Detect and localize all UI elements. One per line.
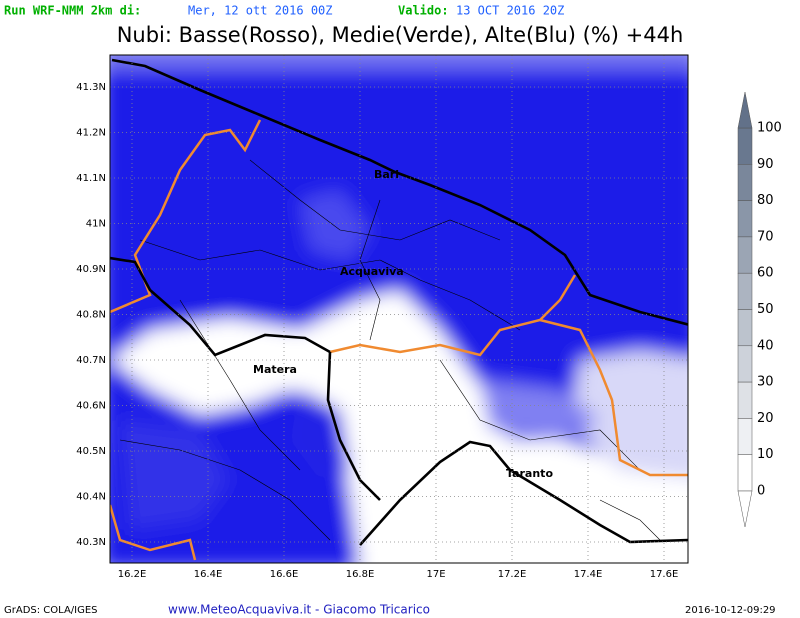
lon-label: 17.4E	[574, 569, 603, 580]
place-label: Taranto	[506, 467, 553, 480]
colorbar-segment	[737, 345, 753, 383]
colorbar-segment	[737, 454, 753, 492]
colorbar-label: 80	[757, 193, 774, 208]
lat-label: 40.6N	[76, 401, 106, 412]
title: Nubi: Basse(Rosso), Medie(Verde), Alte(B…	[117, 23, 684, 47]
colorbar-segment	[737, 236, 753, 274]
lon-label: 16.6E	[270, 569, 299, 580]
place-label: Bari	[374, 168, 399, 181]
lon-label: 16.2E	[118, 569, 147, 580]
lat-label: 40.5N	[76, 446, 106, 457]
colorbar-label: 40	[757, 338, 774, 353]
colorbar-label: 60	[757, 266, 774, 281]
lat-label: 40.7N	[76, 355, 106, 366]
colorbar-label: 30	[757, 375, 774, 390]
lat-label: 41.2N	[76, 128, 106, 139]
colorbar-label: 20	[757, 411, 774, 426]
lon-label: 17E	[426, 569, 445, 580]
lat-label: 41.1N	[76, 173, 106, 184]
map-frame	[109, 54, 689, 564]
lat-label: 40.3N	[76, 537, 106, 548]
place-label: Acquaviva	[340, 265, 404, 278]
colorbar-bottom	[737, 490, 753, 528]
lat-label: 40.4N	[76, 492, 106, 503]
map	[110, 55, 688, 563]
lat-label: 41N	[86, 219, 106, 230]
lon-label: 17.2E	[498, 569, 527, 580]
lat-label: 40.8N	[76, 310, 106, 321]
colorbar-segment	[737, 309, 753, 347]
run-label: Run WRF-NMM 2km di:	[4, 4, 141, 18]
colorbar-segment	[737, 272, 753, 310]
lon-label: 17.6E	[650, 569, 679, 580]
place-label: Matera	[253, 363, 297, 376]
colorbar-top	[737, 91, 753, 129]
colorbar-segment	[737, 200, 753, 238]
colorbar-label: 0	[757, 484, 765, 499]
run-date: Mer, 12 ott 2016 00Z	[188, 4, 333, 18]
colorbar-segment	[737, 418, 753, 455]
colorbar-segment	[737, 164, 753, 201]
colorbar-label: 10	[757, 447, 774, 462]
lat-label: 40.9N	[76, 264, 106, 275]
colorbar-label: 100	[757, 121, 782, 136]
valid-label: Valido:	[398, 4, 449, 18]
colorbar-label: 50	[757, 302, 774, 317]
valid-date: 13 OCT 2016 20Z	[456, 4, 564, 18]
colorbar-label: 70	[757, 229, 774, 244]
timestamp: 2016-10-12-09:29	[685, 605, 776, 616]
lon-label: 16.4E	[194, 569, 223, 580]
lat-label: 41.3N	[76, 82, 106, 93]
colorbar-segment	[737, 381, 753, 419]
software: GrADS: COLA/IGES	[4, 605, 98, 616]
lon-label: 16.8E	[346, 569, 375, 580]
colorbar-segment	[737, 127, 753, 165]
colorbar-label: 90	[757, 157, 774, 172]
site: www.MeteoAcquaviva.it - Giacomo Tricaric…	[168, 603, 430, 617]
